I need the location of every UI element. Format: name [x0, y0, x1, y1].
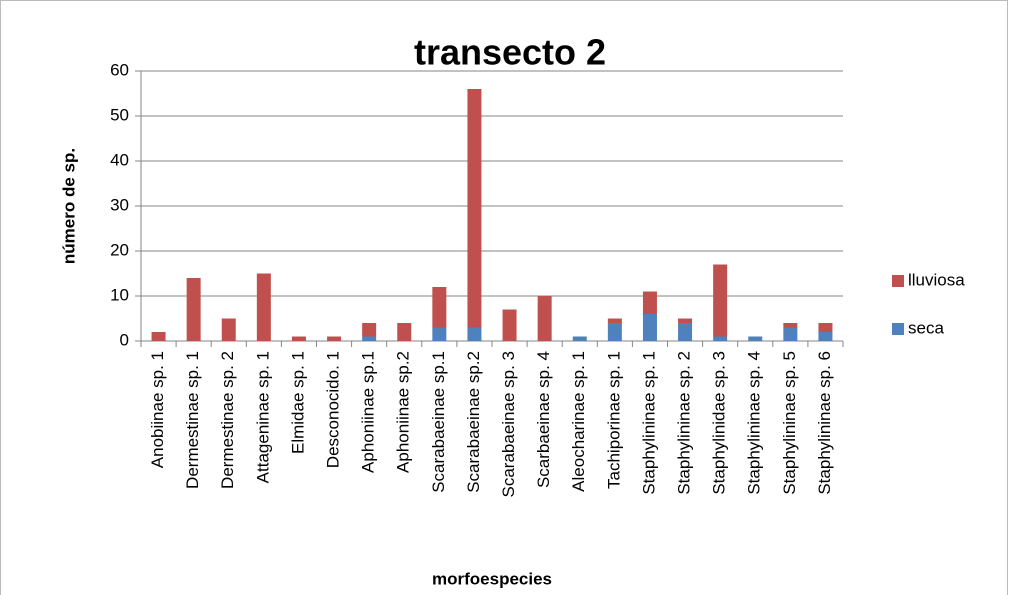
legend-swatch [892, 275, 904, 287]
bar-segment [642, 314, 657, 341]
x-tick-label: Aphoniinae sp.2 [394, 351, 413, 473]
x-axis-title: morfoespecies [432, 569, 552, 588]
y-tick-label: 10 [110, 285, 129, 304]
x-tick-label: Staphylininae sp. 2 [675, 351, 694, 495]
bar-segment [783, 327, 798, 341]
legend-label: seca [908, 318, 944, 337]
x-tick-label: Tachiporinae sp. 1 [604, 351, 623, 489]
bar-segment [256, 273, 271, 341]
y-tick-label: 0 [120, 330, 129, 349]
x-tick-label: Scarabaeinae sp.1 [429, 351, 448, 493]
bar-segment [186, 278, 201, 341]
bar-segment [713, 264, 728, 337]
bar-segment [432, 327, 447, 341]
x-tick-label: Staphylininae sp. 6 [815, 351, 834, 495]
bar-segment [713, 336, 728, 341]
bar-segment [502, 309, 517, 341]
x-tick-label: Scarabaeinae sp. 3 [499, 351, 518, 498]
y-tick-label: 20 [110, 240, 129, 259]
bar-segment [783, 323, 798, 328]
bar-segment [151, 332, 166, 341]
bar-segment [818, 323, 833, 332]
bar-segment [607, 318, 622, 323]
legend-label: lluviosa [908, 270, 965, 289]
y-tick-label: 50 [110, 105, 129, 124]
x-tick-label: Dermestinae sp. 1 [183, 351, 202, 489]
bar-segment [221, 318, 236, 341]
bar-segment [362, 336, 377, 341]
chart-title: transecto 2 [414, 32, 606, 73]
x-tick-label: Scarabaeinae sp.2 [464, 351, 483, 493]
x-tick-label: Dermestinae sp. 2 [218, 351, 237, 489]
x-tick-label: Staphylininae sp. 4 [745, 351, 764, 495]
bar-segment [432, 287, 447, 328]
y-axis-title: número de sp. [59, 148, 78, 264]
bar-segment [572, 336, 587, 341]
bar-segment [642, 291, 657, 314]
bar-segment [607, 323, 622, 341]
x-tick-label: Aleocharinae sp. 1 [569, 351, 588, 492]
bar-segment [362, 323, 377, 337]
x-tick-label: Staphylininae sp. 5 [780, 351, 799, 495]
bar-segment [818, 332, 833, 341]
bar-segment [537, 296, 552, 341]
x-tick-label: Scarbaeinae sp. 4 [534, 351, 553, 488]
bar-segment [678, 318, 693, 323]
x-tick-label: Staphylininae sp. 1 [639, 351, 658, 495]
x-tick-label: Anobiinae sp. 1 [148, 351, 167, 468]
bar-segment [291, 336, 306, 341]
bar-segment [748, 336, 763, 341]
bar-segment [327, 336, 342, 341]
y-tick-label: 30 [110, 195, 129, 214]
x-tick-label: Attageninae sp. 1 [253, 351, 272, 483]
bar-segment [678, 323, 693, 341]
bar-segment [467, 327, 482, 341]
y-tick-label: 40 [110, 150, 129, 169]
bar-segment [397, 323, 412, 341]
y-tick-label: 60 [110, 60, 129, 79]
legend-swatch [892, 323, 904, 335]
x-tick-label: Desconocido. 1 [324, 351, 343, 468]
x-tick-label: Staphylinidae sp. 3 [710, 351, 729, 495]
x-tick-label: Elmidae sp. 1 [288, 351, 307, 454]
bar-segment [467, 89, 482, 328]
x-tick-label: Aphoniinae sp.1 [359, 351, 378, 473]
